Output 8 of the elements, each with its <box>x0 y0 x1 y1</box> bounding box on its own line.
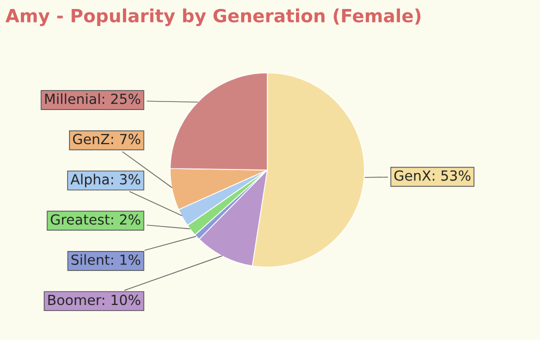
slice-label: Silent: 1% <box>71 254 140 265</box>
slice-label: Boomer: 10% <box>48 294 140 306</box>
chart-title: Amy - Popularity by Generation (Female) <box>5 8 420 26</box>
slice-label: Millenial: 25% <box>45 93 140 104</box>
slice-label: GenX: 53% <box>394 170 470 181</box>
slice-label: Alpha: 3% <box>70 174 140 188</box>
slice-label: Greatest: 2% <box>50 214 140 225</box>
slice-label: GenZ: 7% <box>73 134 140 144</box>
